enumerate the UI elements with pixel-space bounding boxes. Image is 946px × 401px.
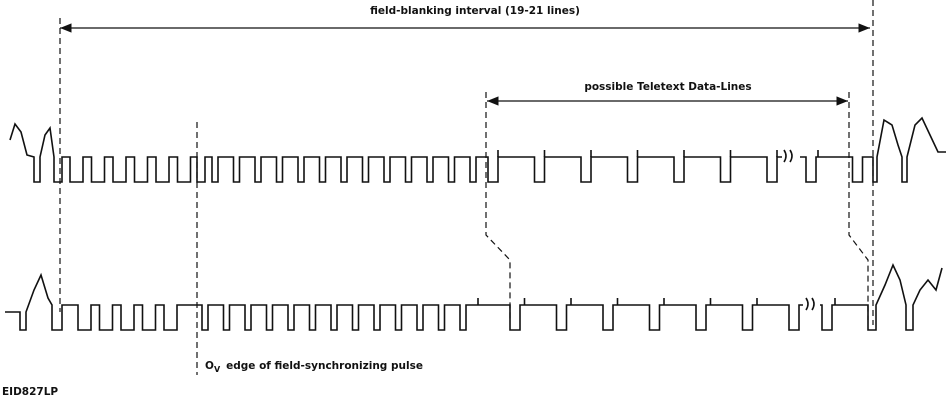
- sync-ticks: [477, 298, 836, 305]
- waveform-bottom: [5, 262, 943, 331]
- teletext-label: possible Teletext Data-Lines: [584, 81, 751, 93]
- dashed-line: [485, 92, 511, 320]
- break-mark: [783, 149, 793, 163]
- break-mark: [805, 297, 815, 311]
- edge-label: OV edge of field-synchronizing pulse: [205, 360, 423, 374]
- interval-label: field-blanking interval (19-21 lines): [370, 5, 580, 17]
- code-label: EID827LP: [2, 386, 58, 398]
- sync-ticks: [497, 150, 819, 157]
- waveform-top: [9, 116, 946, 183]
- dashed-line: [848, 92, 869, 320]
